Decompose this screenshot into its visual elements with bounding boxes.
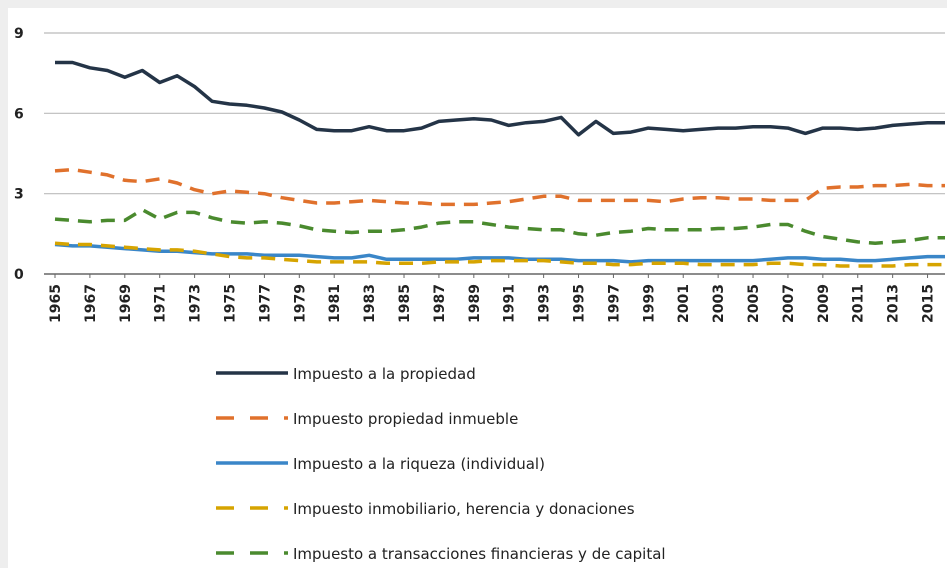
y-tick-label: 0 <box>14 267 24 283</box>
x-tick-label: 1995 <box>572 284 588 323</box>
x-tick-label: 2003 <box>711 284 727 323</box>
x-tick-label: 2001 <box>676 284 692 323</box>
x-tick-label: 1999 <box>641 284 657 323</box>
x-tick-label: 1991 <box>502 284 518 323</box>
x-tick-label: 2011 <box>851 284 867 323</box>
x-tick-label: 1997 <box>606 284 622 323</box>
x-tick-label: 1967 <box>83 284 99 323</box>
legend-label: Impuesto propiedad inmueble <box>293 410 518 428</box>
x-tick-label: 2013 <box>886 284 902 323</box>
series-line <box>54 241 945 268</box>
x-tick-label: 1983 <box>362 284 378 323</box>
x-tick-label: 1975 <box>223 284 239 323</box>
x-tick-label: 1993 <box>537 284 553 323</box>
y-tick-label: 3 <box>14 187 24 203</box>
legend-label: Impuesto a la propiedad <box>293 365 476 383</box>
x-tick-label: 1981 <box>327 284 343 323</box>
x-tick-label: 2007 <box>781 284 797 323</box>
legend-label: Impuesto a transacciones financieras y d… <box>293 545 666 563</box>
x-tick-label: 1977 <box>257 284 273 323</box>
x-tick-label: 1985 <box>397 284 413 323</box>
x-tick-label: 1987 <box>432 284 448 323</box>
legend-label: Impuesto inmobiliario, herencia y donaci… <box>293 500 635 518</box>
chart-panel <box>8 8 947 568</box>
legend-label: Impuesto a la riqueza (individual) <box>293 455 545 473</box>
y-tick-label: 9 <box>14 26 24 42</box>
series-line <box>54 167 945 207</box>
y-tick-label: 6 <box>14 106 24 122</box>
x-tick-label: 1971 <box>153 284 169 323</box>
x-tick-label: 1979 <box>292 284 308 323</box>
x-tick-label: 2009 <box>816 284 832 323</box>
x-tick-label: 1973 <box>188 284 204 323</box>
x-tick-label: 1989 <box>467 284 483 323</box>
x-tick-label: 1965 <box>48 284 64 323</box>
series-line <box>55 60 945 137</box>
x-tick-label: 2015 <box>921 284 937 323</box>
x-tick-label: 2005 <box>746 284 762 323</box>
x-tick-label: 1969 <box>118 284 134 323</box>
